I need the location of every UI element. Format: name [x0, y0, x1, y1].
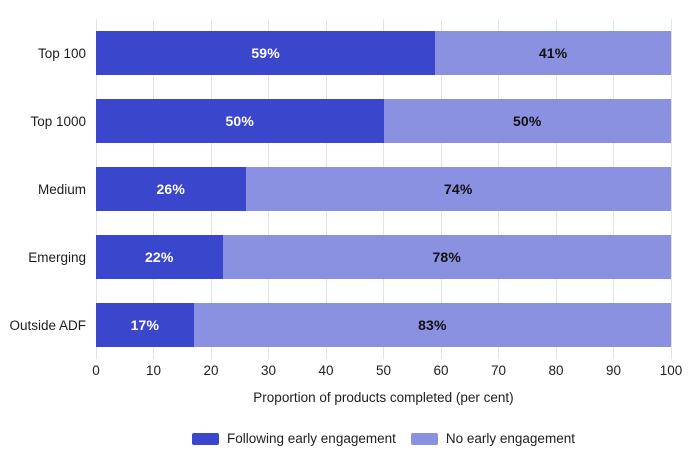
- x-tick-label-90: 90: [605, 363, 622, 378]
- legend-item-no-early-engagement: No early engagement: [410, 431, 575, 446]
- bar-segment-top-100-following-early-engagement[interactable]: 59%: [96, 31, 436, 75]
- legend-label: No early engagement: [445, 431, 575, 446]
- bar-value-label: 17%: [130, 317, 160, 333]
- bar-segment-emerging-following-early-engagement[interactable]: 22%: [96, 235, 223, 279]
- bar-value-label: 78%: [432, 249, 462, 265]
- legend-label: Following early engagement: [227, 431, 396, 446]
- bar-segment-top-1000-following-early-engagement[interactable]: 50%: [96, 99, 384, 143]
- legend: Following early engagement No early engag…: [96, 431, 671, 446]
- x-tick-label-80: 80: [548, 363, 564, 378]
- bar-value-label: 83%: [418, 317, 447, 333]
- legend-swatch-icon: [192, 432, 220, 445]
- legend-item-following-early-engagement: Following early engagement: [192, 431, 396, 446]
- legend-swatch-icon: [410, 432, 438, 445]
- plot-area: 59% 41% 50% 50% 26% 74% 22% 78% 17% 83%: [95, 19, 672, 359]
- x-tick-label-100: 100: [659, 363, 683, 378]
- x-tick-label-30: 30: [260, 363, 277, 378]
- bar-value-label: 26%: [156, 181, 186, 197]
- bar-segment-top-1000-no-early-engagement[interactable]: 50%: [383, 99, 671, 143]
- bar-row-top-1000: 50% 50%: [96, 87, 671, 155]
- category-label-outside-adf: Outside ADF: [9, 317, 86, 333]
- gridline-100: [670, 19, 672, 359]
- x-tick-label-50: 50: [375, 363, 392, 378]
- x-tick-label-10: 10: [145, 363, 162, 378]
- bar-segment-medium-following-early-engagement[interactable]: 26%: [96, 167, 246, 211]
- bar-segment-top-100-no-early-engagement[interactable]: 41%: [435, 31, 671, 75]
- category-label-top-100: Top 100: [37, 45, 86, 61]
- bar-segment-emerging-no-early-engagement[interactable]: 78%: [222, 235, 671, 279]
- x-axis-title: Proportion of products completed (per ce…: [253, 390, 514, 405]
- bar-value-label: 50%: [512, 113, 542, 129]
- category-label-emerging: Emerging: [28, 249, 86, 265]
- category-label-medium: Medium: [37, 181, 86, 197]
- bar-row-top-100: 59% 41%: [96, 19, 671, 87]
- x-tick-label-70: 70: [490, 363, 507, 378]
- bar-value-label: 50%: [225, 113, 255, 129]
- bar-segment-outside-adf-no-early-engagement[interactable]: 83%: [193, 303, 671, 347]
- bar-row-outside-adf: 17% 83%: [96, 291, 671, 359]
- x-tick-label-60: 60: [433, 363, 449, 378]
- x-tick-label-0: 0: [92, 363, 100, 378]
- bar-value-label: 41%: [538, 45, 568, 61]
- bar-value-label: 59%: [251, 45, 280, 61]
- bar-segment-outside-adf-following-early-engagement[interactable]: 17%: [96, 303, 194, 347]
- category-label-top-1000: Top 1000: [30, 113, 86, 129]
- bar-value-label: 74%: [443, 181, 473, 197]
- bar-row-emerging: 22% 78%: [96, 223, 671, 291]
- bar-value-label: 22%: [144, 249, 174, 265]
- bar-row-medium: 26% 74%: [96, 155, 671, 223]
- x-tick-label-20: 20: [203, 363, 219, 378]
- bar-segment-medium-no-early-engagement[interactable]: 74%: [245, 167, 671, 211]
- x-tick-label-40: 40: [318, 363, 334, 378]
